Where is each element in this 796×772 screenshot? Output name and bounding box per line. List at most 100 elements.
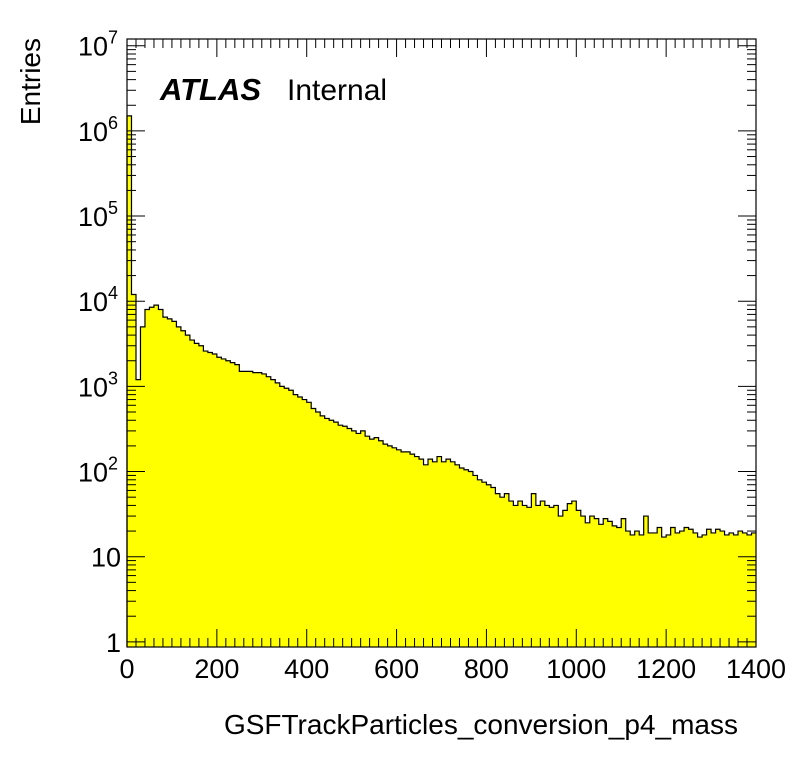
histogram-bin xyxy=(688,529,694,647)
y-tick-label: 102 xyxy=(78,454,118,488)
histogram-bin xyxy=(230,362,236,647)
histogram-bin xyxy=(383,444,388,647)
histogram-bin xyxy=(311,408,317,647)
histogram-bin xyxy=(127,115,132,647)
histogram-bin xyxy=(675,532,680,647)
histogram-bin xyxy=(450,461,456,647)
histogram-bin xyxy=(445,459,451,647)
histogram-bin xyxy=(288,390,294,647)
histogram-bin xyxy=(540,501,546,647)
histogram-bin xyxy=(567,503,573,647)
histogram-bin xyxy=(517,501,523,647)
histogram-bin xyxy=(162,317,168,647)
plot-frame xyxy=(126,38,757,648)
histogram-bin xyxy=(437,456,442,647)
histogram-bin xyxy=(365,436,370,647)
histogram-bin xyxy=(630,534,636,647)
histogram-bin xyxy=(293,394,299,647)
histogram-bin xyxy=(720,531,725,647)
y-tick-label: 10 xyxy=(91,543,121,573)
histogram-bin xyxy=(477,479,483,647)
histogram-bin xyxy=(171,321,177,647)
histogram-bin xyxy=(697,537,703,647)
histogram-bin xyxy=(338,425,343,647)
histogram-bin xyxy=(742,532,748,647)
histogram-bin xyxy=(625,531,631,647)
histogram-bin xyxy=(594,518,600,647)
histogram-bin xyxy=(297,397,303,647)
histogram-bin xyxy=(508,501,514,647)
x-tick-label: 600 xyxy=(374,654,419,684)
histogram-bin xyxy=(248,371,254,647)
y-tick-label: 105 xyxy=(78,198,118,232)
histogram-bin xyxy=(441,461,447,647)
x-tick-label: 800 xyxy=(464,654,509,684)
histogram-bin xyxy=(167,318,173,647)
histogram-bin xyxy=(684,527,689,647)
histogram-bin xyxy=(504,493,510,647)
x-tick-label: 200 xyxy=(194,654,239,684)
histogram-bin xyxy=(270,379,276,647)
y-tick-label: 107 xyxy=(78,28,118,62)
histogram-bin xyxy=(553,505,559,647)
y-tick-label: 104 xyxy=(78,283,118,317)
histogram-bin xyxy=(585,522,591,647)
histogram-bin xyxy=(670,527,676,647)
y-tick-label: 103 xyxy=(78,368,118,402)
histogram-bin xyxy=(454,464,460,647)
histogram-bin xyxy=(580,516,586,647)
histogram-bin xyxy=(495,493,501,647)
histogram-bin xyxy=(751,532,757,647)
histogram-bin xyxy=(558,516,564,647)
histogram-bin xyxy=(374,437,379,647)
histogram-bin xyxy=(324,418,330,647)
histogram-bin xyxy=(711,532,716,647)
histogram-bin xyxy=(468,471,474,647)
histogram-bin xyxy=(176,326,182,647)
histogram-bin xyxy=(643,516,649,647)
histogram-bin xyxy=(414,456,420,647)
histogram-bin xyxy=(131,294,137,647)
histogram-bin xyxy=(702,534,707,647)
histogram-bin xyxy=(724,534,730,647)
histogram-bin xyxy=(203,351,209,647)
histogram-bin xyxy=(378,440,384,647)
histogram-bin xyxy=(481,482,487,647)
histogram-bin xyxy=(612,525,618,647)
histogram-bin xyxy=(639,534,645,647)
histogram-bin xyxy=(733,534,739,647)
x-tick-label: 400 xyxy=(284,654,329,684)
histogram-bin xyxy=(212,354,218,647)
x-tick-label: 1000 xyxy=(546,654,606,684)
histogram-bin xyxy=(347,428,352,647)
histogram-bin xyxy=(544,505,550,647)
histogram-bin xyxy=(526,507,532,647)
histogram-bin xyxy=(706,529,712,647)
histogram-bin xyxy=(158,309,164,647)
histogram-bin xyxy=(463,469,469,647)
histogram-bin xyxy=(419,459,424,647)
histogram-bin xyxy=(342,426,348,647)
atlas-label: ATLAS xyxy=(159,72,261,107)
histogram-bin xyxy=(571,501,577,647)
histogram-bin xyxy=(535,505,541,647)
histogram-bin xyxy=(329,420,335,647)
histogram-bin xyxy=(149,307,155,647)
histogram-bin xyxy=(189,340,195,647)
histogram-bin xyxy=(589,516,595,647)
x-tick-label: 1200 xyxy=(636,654,696,684)
histogram-bin xyxy=(266,376,272,647)
histogram-bin xyxy=(284,388,290,647)
histogram-bin xyxy=(472,475,478,647)
histogram-bin xyxy=(634,531,640,647)
histogram-bin xyxy=(387,445,393,647)
histogram-bin xyxy=(252,372,258,647)
histogram-bin xyxy=(621,518,627,647)
histogram-bars xyxy=(126,115,757,647)
histogram-bin xyxy=(225,360,231,647)
histogram-bin xyxy=(549,507,555,647)
histogram-outline xyxy=(126,115,756,647)
x-axis-ticks: 0 200 400 600 800 1000 1200 1400 xyxy=(119,39,786,684)
y-tick-label: 1 xyxy=(106,628,121,658)
histogram-bin xyxy=(180,330,186,647)
